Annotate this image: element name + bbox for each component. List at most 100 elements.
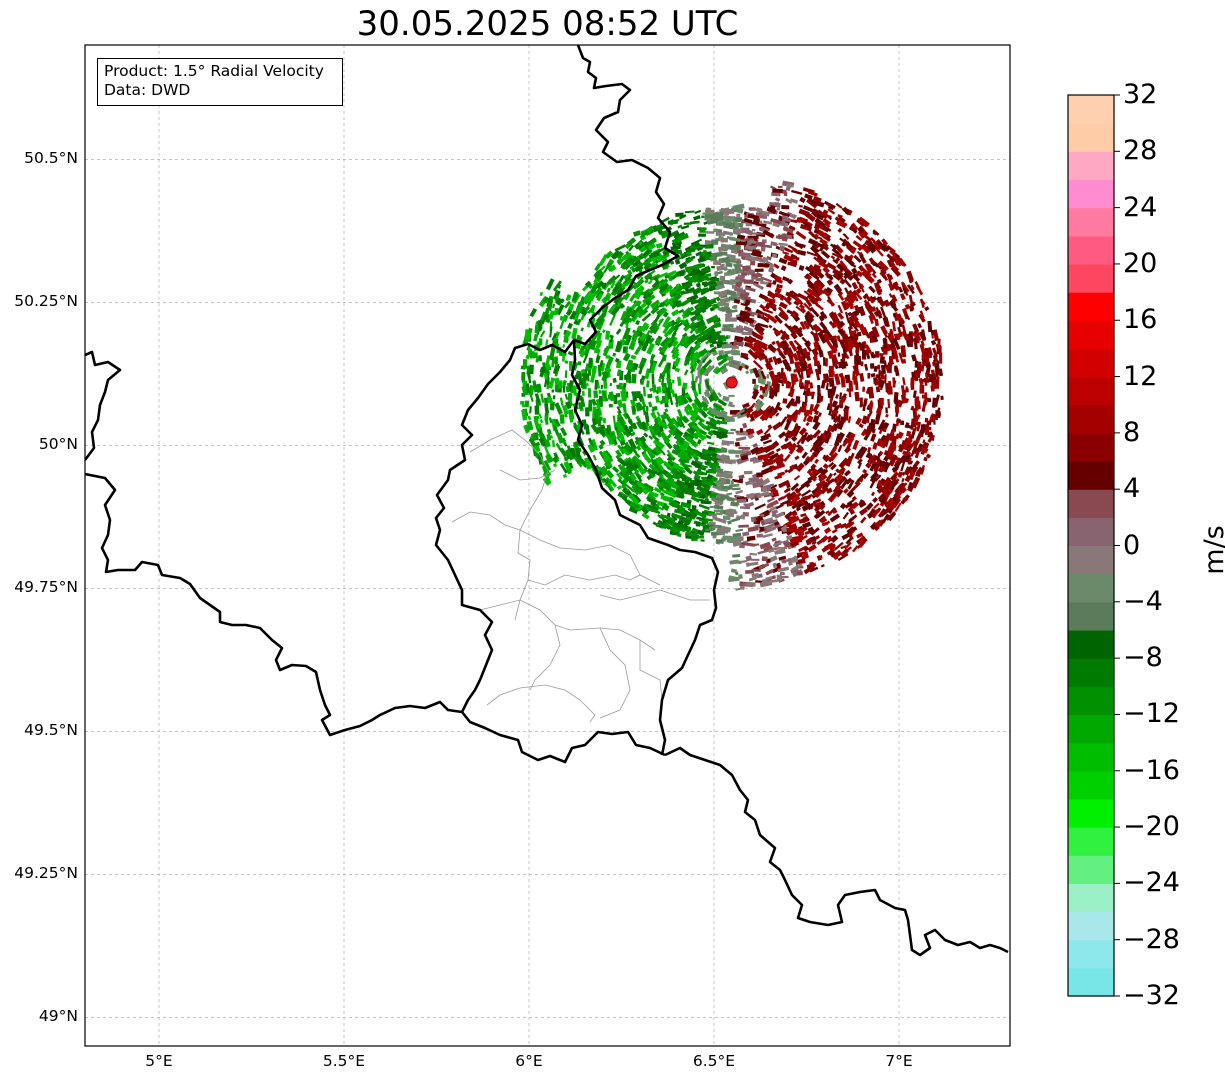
velocity-echo xyxy=(660,494,670,502)
velocity-echo xyxy=(525,329,530,340)
velocity-echo xyxy=(839,237,846,243)
velocity-echo xyxy=(728,257,741,261)
velocity-echo xyxy=(639,357,647,367)
velocity-echo xyxy=(571,327,578,340)
colorbar-tick-label: 20 xyxy=(1123,247,1158,279)
velocity-echo xyxy=(868,295,876,304)
velocity-echo xyxy=(869,331,875,343)
velocity-echo xyxy=(760,281,769,285)
lat-tick-label: 49.75°N xyxy=(14,578,78,597)
velocity-echo xyxy=(890,358,895,365)
velocity-echo xyxy=(720,337,727,342)
velocity-echo xyxy=(671,474,681,480)
velocity-echo xyxy=(582,376,587,380)
velocity-echo xyxy=(631,462,640,471)
velocity-echo xyxy=(832,509,838,514)
velocity-echo xyxy=(603,380,608,389)
velocity-echo xyxy=(875,286,882,296)
velocity-echo xyxy=(806,251,819,257)
velocity-echo xyxy=(664,408,669,413)
velocity-echo xyxy=(634,285,645,296)
velocity-echo xyxy=(850,248,856,255)
velocity-echo xyxy=(690,421,698,428)
velocity-echo xyxy=(932,403,938,407)
velocity-echo xyxy=(722,515,731,520)
velocity-echo xyxy=(580,309,588,317)
velocity-echo xyxy=(730,428,736,432)
velocity-echo xyxy=(845,455,854,467)
velocity-echo xyxy=(553,377,561,386)
velocity-echo xyxy=(765,576,773,581)
velocity-echo xyxy=(830,463,837,471)
velocity-echo xyxy=(600,384,604,390)
velocity-echo xyxy=(884,497,893,508)
velocity-echo xyxy=(809,306,820,318)
velocity-echo xyxy=(871,508,880,519)
velocity-echo xyxy=(599,265,607,272)
colorbar-segment xyxy=(1068,320,1114,350)
velocity-echo xyxy=(665,413,674,425)
velocity-echo xyxy=(751,232,759,235)
velocity-echo xyxy=(634,452,641,459)
velocity-echo xyxy=(653,276,659,282)
canton-borders xyxy=(451,429,710,723)
velocity-echo xyxy=(648,424,656,436)
velocity-echo xyxy=(790,290,800,298)
velocity-echo xyxy=(722,381,730,390)
velocity-echo xyxy=(658,280,668,290)
velocity-echo xyxy=(706,350,714,357)
velocity-echo xyxy=(795,506,802,512)
velocity-echo xyxy=(707,430,714,437)
velocity-echo xyxy=(683,320,691,328)
velocity-echo xyxy=(831,528,838,534)
velocity-echo xyxy=(788,387,795,397)
velocity-echo xyxy=(647,242,656,251)
velocity-echo xyxy=(904,312,911,321)
velocity-echo xyxy=(574,374,579,380)
velocity-echo xyxy=(778,555,787,561)
velocity-echo xyxy=(627,269,633,276)
velocity-echo xyxy=(735,325,745,332)
velocity-echo xyxy=(623,444,633,456)
velocity-echo xyxy=(898,257,907,267)
velocity-echo xyxy=(871,326,879,336)
velocity-echo xyxy=(890,265,902,277)
velocity-echo xyxy=(851,267,858,275)
velocity-echo xyxy=(771,537,777,542)
velocity-echo xyxy=(597,417,602,427)
velocity-echo xyxy=(614,340,623,353)
velocity-echo xyxy=(699,297,708,303)
velocity-echo xyxy=(818,516,826,524)
velocity-echo xyxy=(606,287,611,293)
velocity-echo xyxy=(741,314,755,325)
velocity-echo xyxy=(621,496,631,506)
velocity-echo xyxy=(731,327,737,331)
velocity-echo xyxy=(625,305,630,312)
velocity-echo xyxy=(756,314,761,319)
velocity-echo xyxy=(786,525,798,533)
velocity-echo xyxy=(803,500,810,506)
velocity-echo xyxy=(872,521,878,527)
velocity-echo xyxy=(833,522,843,530)
velocity-echo xyxy=(631,447,638,454)
velocity-echo xyxy=(578,345,585,355)
velocity-echo xyxy=(576,440,582,447)
velocity-echo xyxy=(724,222,735,226)
velocity-echo xyxy=(853,310,859,317)
velocity-echo xyxy=(709,343,715,348)
velocity-echo xyxy=(545,355,551,367)
velocity-echo xyxy=(569,315,574,320)
velocity-echo xyxy=(799,196,806,204)
velocity-echo xyxy=(740,514,745,518)
velocity-echo xyxy=(790,464,796,470)
velocity-echo xyxy=(662,525,667,530)
velocity-echo xyxy=(886,244,897,254)
velocity-echo xyxy=(724,327,736,333)
velocity-echo xyxy=(652,225,666,233)
velocity-echo xyxy=(683,466,693,475)
velocity-echo xyxy=(655,440,665,450)
velocity-echo xyxy=(900,281,910,293)
velocity-echo xyxy=(833,373,841,386)
velocity-echo xyxy=(812,332,820,342)
velocity-echo xyxy=(689,270,701,277)
